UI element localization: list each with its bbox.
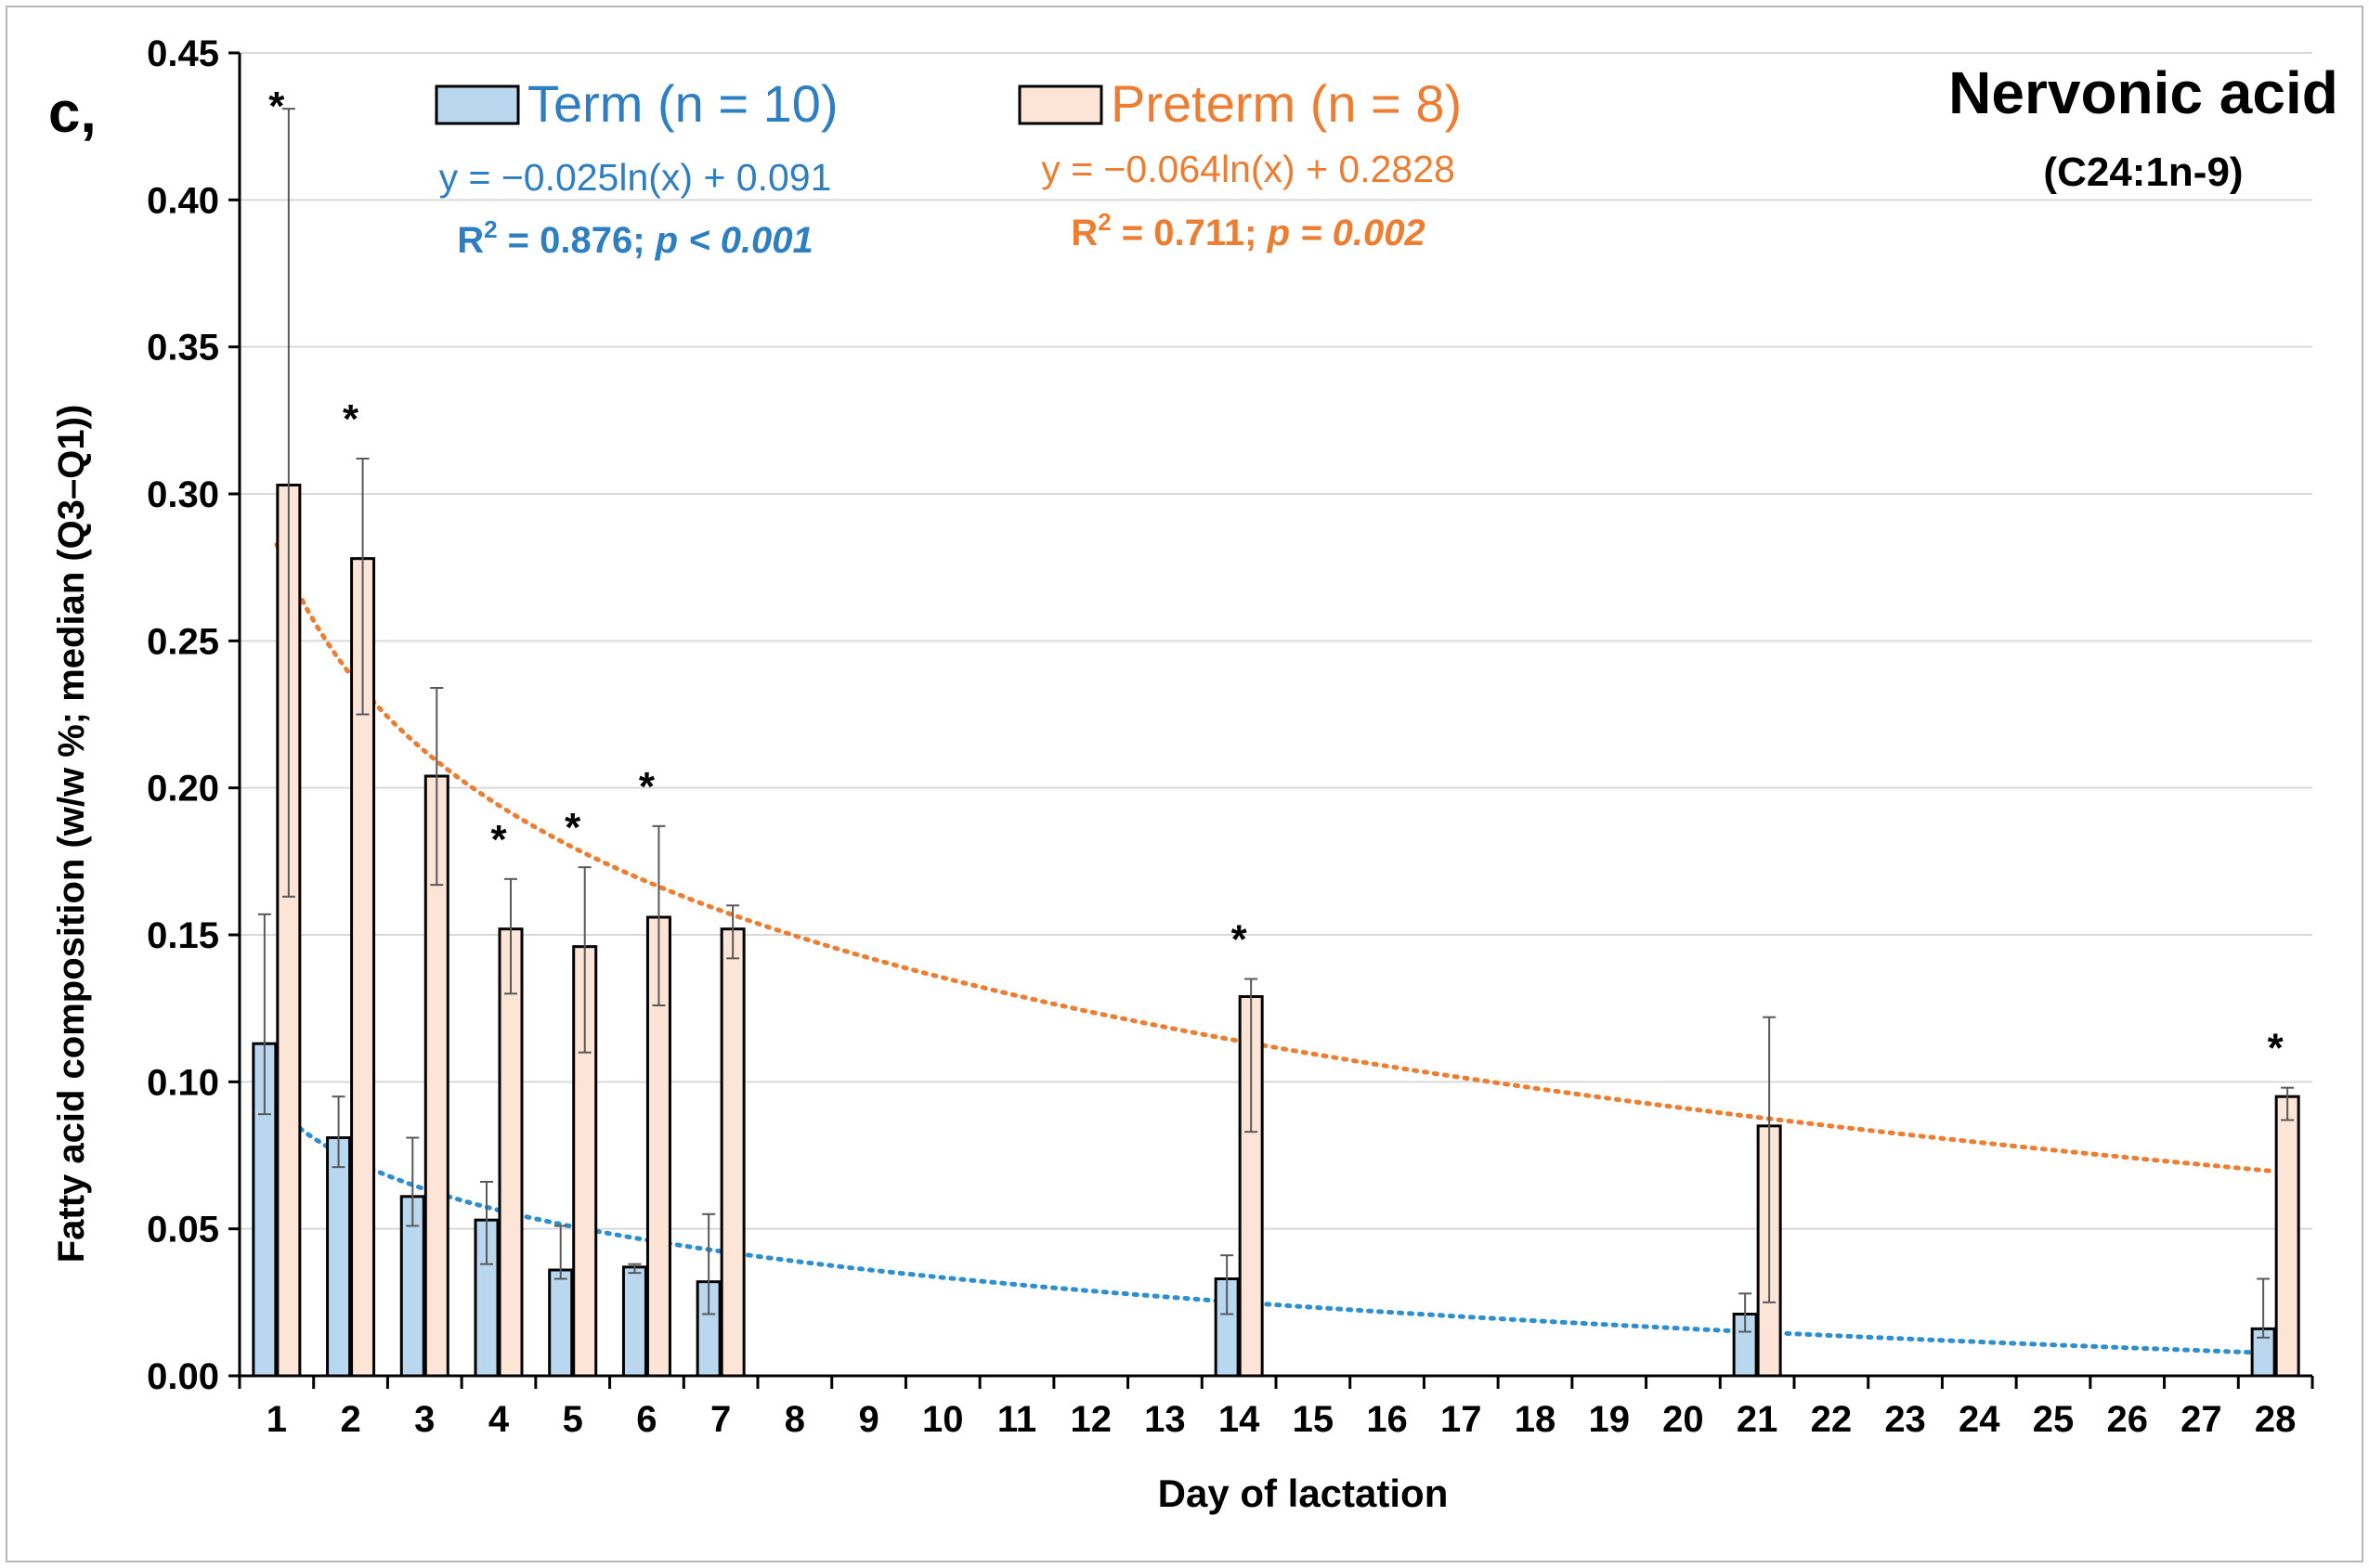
y-tick-label: 0.40 [147, 180, 219, 221]
term-r2-stats: R2 = 0.876; p < 0.001 [457, 215, 814, 261]
chart-frame [6, 6, 2363, 1562]
significance-star: * [2268, 1026, 2284, 1071]
x-tick-label: 28 [2255, 1399, 2297, 1440]
term-r2-label: R [457, 220, 484, 261]
preterm-bar [720, 927, 746, 1378]
x-tick-label: 9 [858, 1399, 879, 1440]
axes: 0.00 0.05 0.10 0.15 0.20 0.25 0.30 0.35 0.40 0.45… [147, 33, 2314, 1440]
x-tick-label: 3 [414, 1399, 435, 1440]
x-tick-label: 13 [1144, 1399, 1186, 1440]
x-tick-label: 5 [563, 1399, 583, 1440]
x-tick-label: 24 [1959, 1399, 2000, 1440]
x-tick-label: 11 [997, 1399, 1036, 1440]
x-tick-label: 10 [922, 1399, 964, 1440]
significance-star: * [343, 396, 359, 442]
x-tick-label: 8 [785, 1399, 805, 1440]
significance-star: * [490, 817, 507, 862]
term-bar [548, 1268, 574, 1378]
term-trendline [274, 1106, 2278, 1356]
trendlines [274, 542, 2278, 1356]
y-tick-label: 0.30 [147, 474, 219, 515]
x-tick-label: 21 [1737, 1399, 1778, 1440]
y-tick-label: 0.00 [147, 1356, 219, 1397]
chart-subtitle: (C24:1n-9) [2043, 149, 2243, 195]
legend-term: Term (n = 10) y = −0.025ln(x) + 0.091 R2… [435, 74, 839, 261]
preterm-r2-value: = 0.711; [1112, 213, 1268, 253]
significance-star: * [268, 84, 285, 129]
preterm-r2-stats: R2 = 0.711; p = 0.002 [1071, 208, 1425, 253]
x-tick-label: 22 [1811, 1399, 1853, 1440]
y-tick-label: 0.05 [147, 1210, 219, 1251]
preterm-bar [2274, 1095, 2300, 1378]
chart-title: Nervonic acid [1948, 59, 2338, 126]
x-tick-label: 15 [1293, 1399, 1334, 1440]
preterm-bar [498, 927, 524, 1378]
gridlines [240, 52, 2312, 1230]
x-tick-label: 23 [1884, 1399, 1926, 1440]
x-tick-label: 16 [1366, 1399, 1408, 1440]
preterm-p-value: p = 0.002 [1267, 213, 1425, 253]
x-tick-label: 7 [710, 1399, 731, 1440]
y-tick-label: 0.35 [147, 328, 219, 369]
panel-label: c, [48, 81, 97, 145]
significance-star: * [1231, 917, 1248, 963]
significance-markers: * * * * * * * [268, 84, 2284, 1071]
x-tick-label: 20 [1662, 1399, 1704, 1440]
y-tick-label: 0.10 [147, 1062, 219, 1103]
x-axis-label: Day of lactation [1158, 1471, 1449, 1515]
legend-preterm-swatch [1018, 84, 1103, 125]
x-tick-label: 19 [1588, 1399, 1630, 1440]
legend-preterm-label: Preterm (n = 8) [1111, 74, 1462, 133]
preterm-r2-sup: 2 [1098, 208, 1111, 236]
term-equation: y = −0.025ln(x) + 0.091 [439, 156, 832, 199]
significance-star: * [639, 764, 656, 810]
term-r2-sup: 2 [484, 215, 497, 243]
y-tick-label: 0.20 [147, 769, 219, 810]
x-tick-label: 2 [340, 1399, 360, 1440]
legend-term-swatch [435, 84, 520, 125]
preterm-equation: y = −0.064ln(x) + 0.2828 [1041, 148, 1455, 190]
term-bar [621, 1265, 647, 1378]
x-tick-label: 17 [1440, 1399, 1482, 1440]
x-tick-label: 4 [488, 1399, 510, 1440]
x-tick-label: 25 [2033, 1399, 2075, 1440]
error-bars [257, 108, 2295, 1339]
x-tick-label: 1 [267, 1399, 287, 1440]
legend-preterm: Preterm (n = 8) y = −0.064ln(x) + 0.2828… [1018, 74, 1462, 253]
x-tick-label: 26 [2106, 1399, 2148, 1440]
y-tick-label: 0.45 [147, 33, 219, 74]
term-r2-value: = 0.876; [498, 220, 656, 261]
y-tick-label: 0.25 [147, 621, 219, 662]
preterm-trendline [274, 542, 2278, 1174]
y-axis-label: Fatty acid composition (w/w %; median (Q… [51, 405, 92, 1263]
legend-term-label: Term (n = 10) [527, 74, 839, 133]
x-tick-label: 14 [1218, 1399, 1260, 1440]
term-p-value: p < 0.001 [655, 220, 814, 261]
significance-star: * [565, 805, 581, 850]
x-tick-label: 6 [636, 1399, 657, 1440]
x-tick-label: 27 [2180, 1399, 2222, 1440]
y-tick-label: 0.15 [147, 915, 219, 956]
term-bar [326, 1136, 352, 1378]
x-tick-label: 12 [1070, 1399, 1112, 1440]
bars [252, 484, 2300, 1378]
x-tick-label: 18 [1515, 1399, 1556, 1440]
preterm-r2-label: R [1071, 213, 1098, 253]
